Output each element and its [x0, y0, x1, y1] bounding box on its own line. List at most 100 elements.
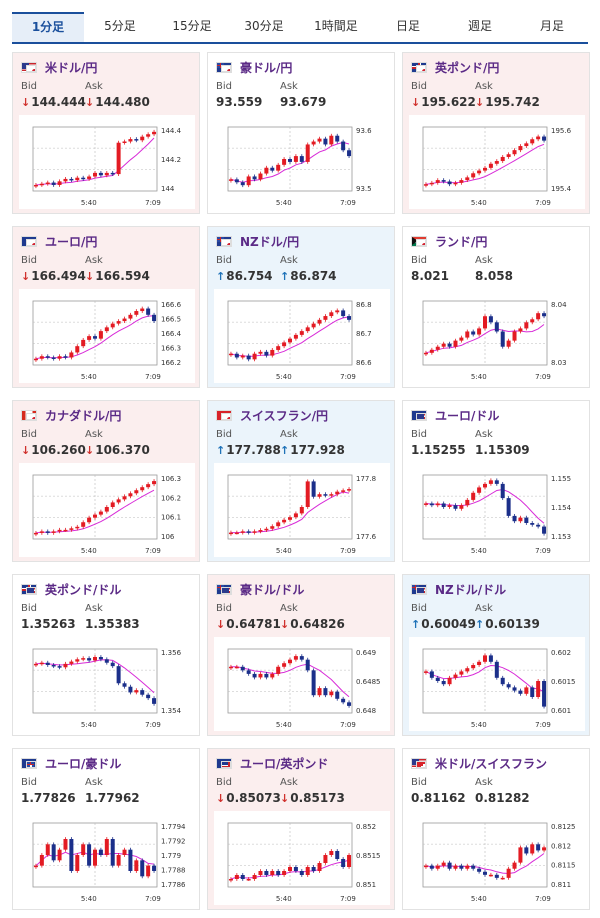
moving-average-line	[230, 316, 350, 358]
rate-card[interactable]: カナダドル/円 Bid Ask ↓106.260 ↓106.370 106.3 106.2 1…	[12, 400, 200, 562]
tab-7[interactable]: 月足	[539, 19, 564, 33]
pair-name[interactable]: 米ドル/円	[45, 60, 98, 75]
rate-card[interactable]: ユーロ/豪ドル Bid Ask 1.77826 1.77962 1.7794 1.7792 1…	[12, 748, 200, 910]
pair-name[interactable]: ランド/円	[435, 234, 488, 249]
ask-value: ↑86.874	[280, 269, 337, 283]
y-tick-label: 1.356	[161, 649, 182, 657]
rate-card[interactable]: NZドル/円 Bid Ask ↑86.754 ↑86.874 86.8 86.7 86.6 5:…	[207, 226, 395, 388]
pair-name[interactable]: NZドル/円	[240, 234, 300, 249]
pair-name[interactable]: NZドル/ドル	[435, 582, 507, 597]
pair-title: 英ポンド/円	[411, 59, 499, 75]
pair-name[interactable]: 米ドル/スイスフラン	[435, 756, 548, 771]
candle	[512, 687, 517, 691]
pair-name[interactable]: ユーロ/ドル	[435, 408, 500, 423]
mini-chart[interactable]: 0.602 0.6015 0.601 5:40 7:09	[409, 637, 585, 731]
rate-card[interactable]: 豪ドル/円 Bid Ask 93.559 93.679 93.6 93.5 5:40 7:09	[207, 52, 395, 214]
candle	[341, 310, 346, 317]
tab-2[interactable]: 15分足	[172, 19, 212, 33]
candle	[240, 355, 245, 358]
candle	[276, 164, 281, 171]
rate-card[interactable]: スイスフラン/円 Bid Ask ↑177.788 ↑177.928 177.8 177.6…	[207, 400, 395, 562]
mini-chart[interactable]: 0.649 0.6485 0.648 5:40 7:09	[214, 637, 390, 731]
candle	[500, 156, 505, 162]
tab-6[interactable]: 週足	[467, 19, 492, 33]
mini-chart[interactable]: 0.8125 0.812 0.8115 0.811 5:40 7:09	[409, 811, 585, 905]
candle	[264, 871, 269, 875]
y-tick-label: 106.3	[161, 475, 181, 483]
candle	[75, 659, 80, 662]
candle	[441, 862, 446, 866]
mini-chart[interactable]: 144.4 144.2 144 5:40 7:09	[19, 115, 195, 209]
mini-chart[interactable]: 93.6 93.5 5:40 7:09	[214, 115, 390, 209]
pair-title: 英ポンド/ドル	[21, 581, 121, 597]
pair-name[interactable]: スイスフラン/円	[240, 408, 329, 423]
rate-card[interactable]: NZドル/ドル Bid Ask ↑0.60049 ↑0.60139 0.602 0.6015…	[402, 574, 590, 736]
pair-title: ランド/円	[411, 233, 487, 249]
pair-name[interactable]: 豪ドル/ドル	[240, 582, 305, 597]
pair-name[interactable]: 英ポンド/ドル	[45, 582, 122, 597]
x-tick-label: 7:09	[145, 895, 161, 903]
candle	[435, 865, 440, 869]
tab-0[interactable]: 1分足	[12, 12, 84, 42]
y-tick-label: 166.6	[161, 301, 182, 309]
pair-name[interactable]: ユーロ/英ポンド	[240, 756, 329, 771]
pair-name[interactable]: 英ポンド/円	[435, 60, 500, 75]
tab-3[interactable]: 30分足	[244, 19, 284, 33]
candle	[264, 528, 269, 531]
candle	[323, 855, 328, 863]
rate-card[interactable]: ユーロ/ドル Bid Ask 1.15255 1.15309 1.155 1.154 1.15…	[402, 400, 590, 562]
arrow-down-icon: ↓	[21, 444, 31, 457]
rate-card[interactable]: ユーロ/英ポンド Bid Ask ↓0.85073 ↓0.85173 0.852 0.851…	[207, 748, 395, 910]
pair-name[interactable]: 豪ドル/円	[240, 60, 293, 75]
tab-1[interactable]: 5分足	[104, 19, 136, 33]
candle	[518, 328, 523, 332]
pair-name[interactable]: カナダドル/円	[45, 408, 122, 423]
candle	[494, 480, 499, 484]
x-tick-label: 5:40	[81, 895, 97, 903]
mini-chart[interactable]: 1.7794 1.7792 1.779 1.7788 1.7786 5:40 7:09	[19, 811, 195, 905]
rate-card[interactable]: ユーロ/円 Bid Ask ↓166.494 ↓166.594 166.6 166.5 166…	[12, 226, 200, 388]
pair-name[interactable]: ユーロ/豪ドル	[45, 756, 122, 771]
mini-chart[interactable]: 8.04 8.03 5:40 7:09	[409, 289, 585, 383]
rate-card[interactable]: ランド/円 Bid Ask 8.021 8.058 8.04 8.03 5:40 7:09	[402, 226, 590, 388]
candle	[441, 503, 446, 507]
moving-average-line	[425, 853, 545, 875]
rate-card[interactable]: 豪ドル/ドル Bid Ask ↓0.64781 ↓0.64826 0.649 0.6485 0…	[207, 574, 395, 736]
bid-value-text: 86.754	[226, 269, 273, 283]
mini-chart[interactable]: 1.155 1.154 1.153 5:40 7:09	[409, 463, 585, 557]
candle	[98, 849, 103, 855]
mini-chart[interactable]: 177.8 177.6 5:40 7:09	[214, 463, 390, 557]
candle	[530, 319, 535, 323]
mini-chart[interactable]: 86.8 86.7 86.6 5:40 7:09	[214, 289, 390, 383]
candle	[488, 316, 493, 323]
candle	[140, 860, 145, 877]
candle	[146, 865, 151, 877]
candle	[536, 681, 541, 697]
mini-chart[interactable]: 166.6 166.5 166.4 166.3 166.2 5:40 7:09	[19, 289, 195, 383]
tab-4[interactable]: 1時間足	[314, 19, 358, 33]
candle	[536, 136, 541, 140]
candle	[240, 531, 245, 533]
candle	[116, 666, 121, 684]
ask-value-text: 93.679	[280, 95, 327, 109]
pair-title: ユーロ/円	[21, 233, 97, 249]
x-tick-label: 5:40	[276, 721, 292, 729]
mini-chart[interactable]: 0.852 0.8515 0.851 5:40 7:09	[214, 811, 390, 905]
candle	[57, 181, 62, 185]
pair-name[interactable]: ユーロ/円	[45, 234, 98, 249]
rate-card[interactable]: 英ポンド/ドル Bid Ask 1.35263 1.35383 1.356 1.354 5:4…	[12, 574, 200, 736]
rate-card[interactable]: 米ドル/スイスフラン Bid Ask 0.81162 0.81282 0.8125 0.81…	[402, 748, 590, 910]
mini-chart[interactable]: 106.3 106.2 106.1 106 5:40 7:09	[19, 463, 195, 557]
timeframe-tabs: 1分足 5分足 15分足 30分足 1時間足 日足 週足 月足	[12, 12, 588, 44]
rate-card[interactable]: 英ポンド/円 Bid Ask ↓195.622 ↓195.742 195.6 195.4 5:…	[402, 52, 590, 214]
arrow-up-icon: ↑	[411, 618, 421, 631]
candle	[104, 172, 109, 176]
rate-card[interactable]: 米ドル/円 Bid Ask ↓144.444 ↓144.480 144.4 144.2 144…	[12, 52, 200, 214]
candle	[347, 702, 352, 706]
candle	[299, 331, 304, 335]
mini-chart[interactable]: 1.356 1.354 5:40 7:09	[19, 637, 195, 731]
tab-5[interactable]: 日足	[395, 19, 420, 33]
chart-background	[409, 289, 585, 383]
candle	[45, 844, 50, 855]
mini-chart[interactable]: 195.6 195.4 5:40 7:09	[409, 115, 585, 209]
